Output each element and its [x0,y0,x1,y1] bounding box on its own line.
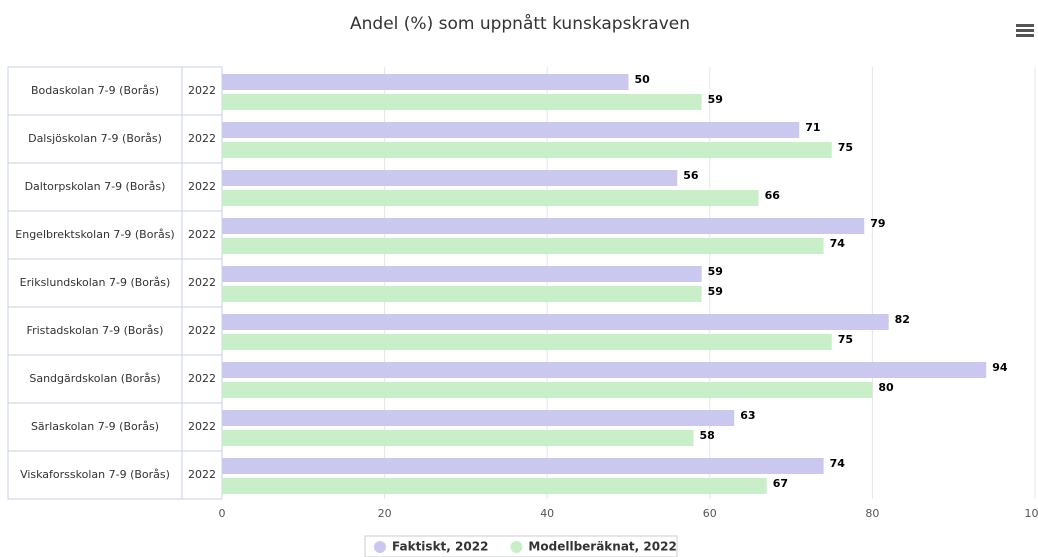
category-year: 2022 [188,324,216,337]
bar [222,430,694,446]
bar [222,266,702,282]
x-tick-label: 60 [703,507,717,520]
category-year: 2022 [188,132,216,145]
data-label: 75 [838,333,853,346]
bar [222,218,865,234]
category-label: Fristadskolan 7-9 (Borås) [27,324,164,337]
bar [222,458,824,474]
x-tick-label: 40 [540,507,554,520]
bar [222,238,824,254]
data-label: 74 [830,237,846,250]
data-label: 59 [708,285,723,298]
bar [222,478,767,494]
category-label: Särlaskolan 7-9 (Borås) [31,420,159,433]
category-label: Engelbrektskolan 7-9 (Borås) [15,228,174,241]
data-label: 74 [830,457,846,470]
data-label: 79 [870,217,885,230]
legend-label: Modellberäknat, 2022 [528,540,676,554]
menu-bar [1016,29,1034,32]
x-tick-label: 100 [1025,507,1038,520]
x-tick-label: 80 [865,507,879,520]
bar [222,170,678,186]
category-table [7,66,223,500]
category-year: 2022 [188,180,216,193]
bar [222,334,832,350]
bar [222,190,759,206]
category-year: 2022 [188,228,216,241]
data-label: 63 [740,409,755,422]
category-label: Erikslundskolan 7-9 (Borås) [20,276,171,289]
bar [222,286,702,302]
bar [222,362,987,378]
bar [222,410,735,426]
data-label: 50 [635,73,651,86]
data-label: 75 [838,141,853,154]
data-label: 80 [878,381,894,394]
x-tick-label: 20 [378,507,392,520]
category-label: Viskaforsskolan 7-9 (Borås) [20,468,170,481]
category-year: 2022 [188,420,216,433]
menu-bar [1016,34,1034,37]
data-label: 71 [805,121,820,134]
category-year: 2022 [188,84,216,97]
data-label: 59 [708,93,723,106]
chart-title: Andel (%) som uppnått kunskapskraven [350,13,690,34]
data-label: 56 [683,169,699,182]
bar [222,314,889,330]
data-label: 58 [700,429,715,442]
legend-label: Faktiskt, 2022 [392,540,488,554]
x-tick-label: 0 [219,507,226,520]
category-label: Bodaskolan 7-9 (Borås) [31,84,159,97]
data-label: 67 [773,477,788,490]
legend-marker [510,541,523,553]
data-label: 82 [895,313,910,326]
bar [222,142,832,158]
category-label: Sandgärdskolan (Borås) [29,372,160,385]
category-year: 2022 [188,468,216,481]
bar [222,74,629,90]
menu-button[interactable] [1016,24,1034,37]
category-year: 2022 [188,276,216,289]
data-label: 94 [992,361,1008,374]
category-label: Daltorpskolan 7-9 (Borås) [25,180,166,193]
data-label: 66 [765,189,781,202]
bar [222,94,702,110]
data-label: 59 [708,265,723,278]
category-label: Dalsjöskolan 7-9 (Borås) [28,132,162,145]
category-year: 2022 [188,372,216,385]
menu-bar [1016,24,1034,27]
bar [222,382,873,398]
bar [222,122,800,138]
legend-marker [374,541,386,553]
